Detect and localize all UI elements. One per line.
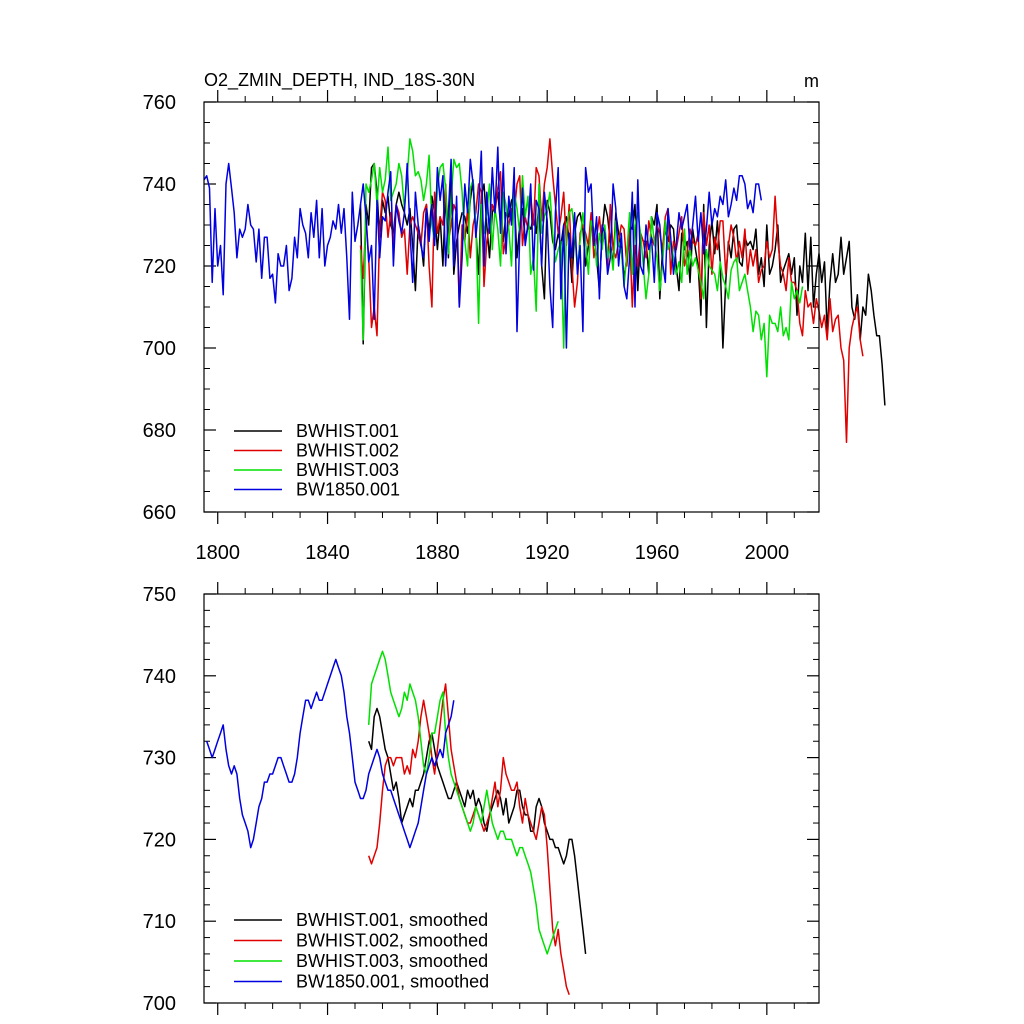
legend-label: BWHIST.003 [296, 460, 399, 480]
y-tick-label: 750 [143, 584, 176, 606]
y-tick-label: 720 [143, 256, 176, 278]
y-tick-label: 680 [143, 420, 176, 442]
top-series-lines [203, 138, 886, 444]
legend-label: BWHIST.002 [296, 441, 399, 461]
y-tick-label: 740 [143, 174, 176, 196]
series-line [359, 162, 886, 406]
top-axes-ticks: 660 680 700 720 740 760 1800 1840 1880 1920 1960 20… [143, 90, 819, 564]
units-label: m [804, 71, 819, 91]
bottom-series-lines [205, 650, 587, 996]
series-line [367, 707, 587, 954]
y-tick-label: 700 [143, 993, 176, 1015]
x-tick-label: 1960 [635, 542, 680, 564]
top-plot-frame [203, 101, 820, 513]
series-line [367, 683, 570, 996]
legend-label: BW1850.001 [296, 480, 400, 500]
bottom-plot-frame [203, 593, 820, 1004]
series-line [359, 138, 804, 378]
y-tick-label: 730 [143, 748, 176, 770]
x-tick-label: 1920 [525, 542, 570, 564]
series-line [367, 650, 559, 955]
y-tick-label: 660 [143, 502, 176, 524]
x-tick-label: 1840 [305, 542, 350, 564]
legend-label: BWHIST.001 [296, 421, 399, 441]
top-panel: O2_ZMIN_DEPTH, IND_18S-30N m 660 680 700 72… [143, 70, 886, 564]
x-tick-label: 2000 [745, 542, 790, 564]
legend-label: BWHIST.002, smoothed [296, 931, 488, 951]
series-line [203, 146, 763, 349]
series-line [359, 138, 864, 444]
chart-title: O2_ZMIN_DEPTH, IND_18S-30N [204, 70, 475, 91]
y-tick-label: 710 [143, 911, 176, 933]
x-tick-label: 1880 [415, 542, 460, 564]
legend-label: BW1850.001, smoothed [296, 972, 489, 992]
x-tick-label: 1800 [195, 542, 240, 564]
legend-label: BWHIST.003, smoothed [296, 951, 488, 971]
series-line [205, 658, 455, 849]
y-tick-label: 760 [143, 92, 176, 114]
y-tick-label: 720 [143, 829, 176, 851]
y-tick-label: 700 [143, 338, 176, 360]
y-tick-label: 740 [143, 666, 176, 688]
legend-label: BWHIST.001, smoothed [296, 910, 488, 930]
bottom-axes-ticks: 700 710 720 730 740 750 [143, 582, 819, 1015]
